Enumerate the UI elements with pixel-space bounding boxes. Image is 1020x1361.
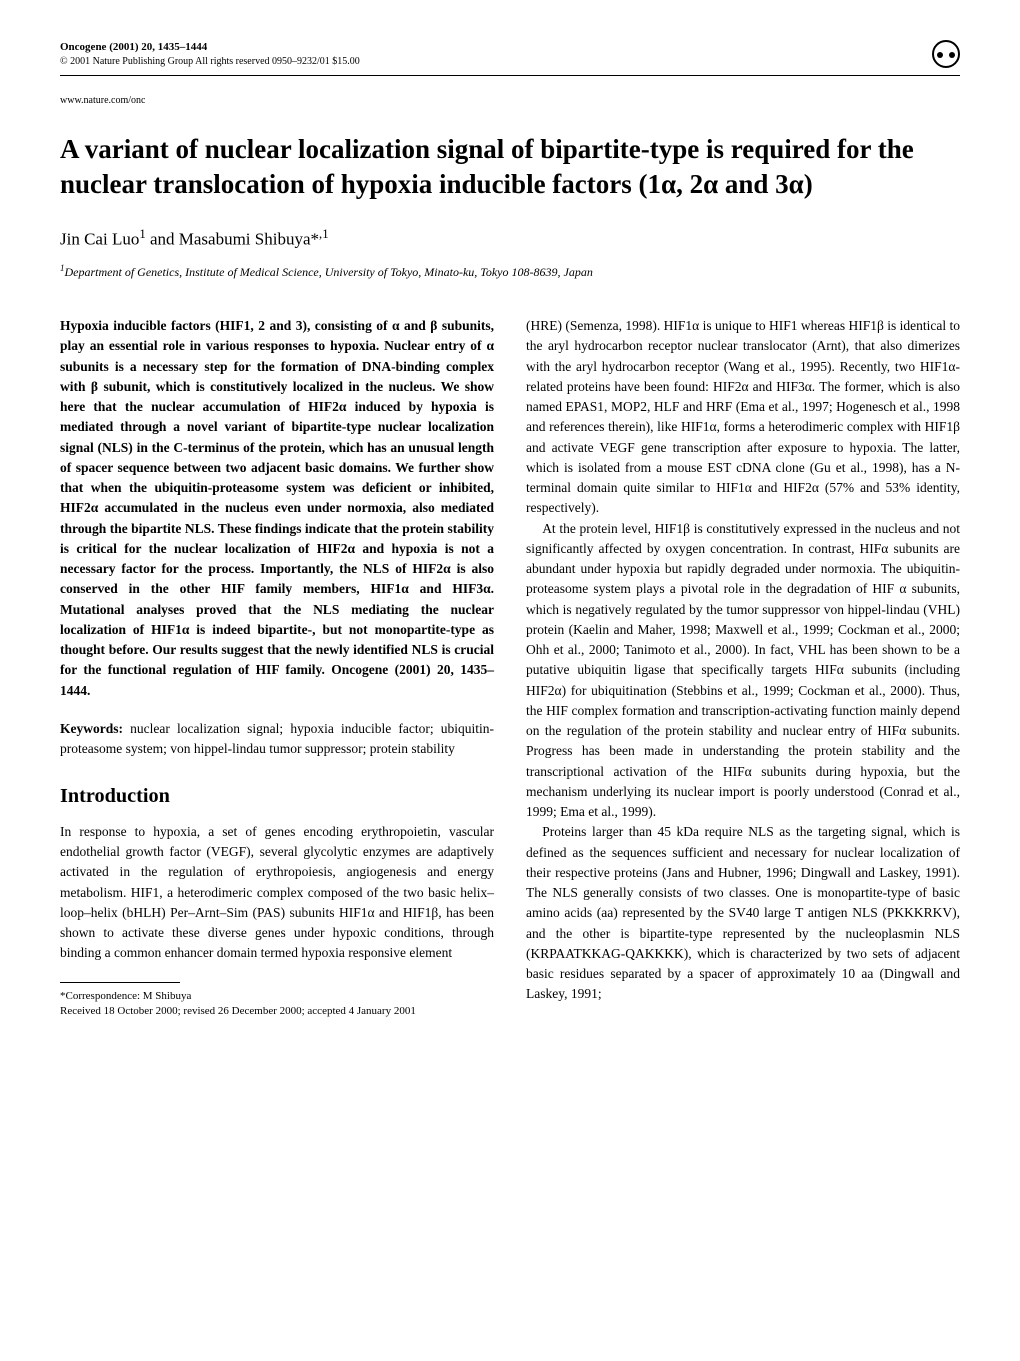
journal-url: www.nature.com/onc [60,94,960,108]
body-paragraph-2: At the protein level, HIF1β is constitut… [526,519,960,823]
npg-logo-icon [932,40,960,68]
header-divider [60,75,960,76]
correspondence-footnote: *Correspondence: M Shibuya [60,989,494,1004]
right-column: (HRE) (Semenza, 1998). HIF1α is unique t… [526,316,960,1019]
footnote-divider [60,982,180,983]
keywords-text: nuclear localization signal; hypoxia ind… [60,721,494,756]
keywords-label: Keywords: [60,721,123,736]
abstract: Hypoxia inducible factors (HIF1, 2 and 3… [60,316,494,701]
left-column: Hypoxia inducible factors (HIF1, 2 and 3… [60,316,494,1019]
affiliation: 1Department of Genetics, Institute of Me… [60,263,960,280]
journal-citation: Oncogene (2001) 20, 1435–1444 [60,40,960,55]
footnote: *Correspondence: M Shibuya Received 18 O… [60,989,494,1020]
article-title: A variant of nuclear localization signal… [60,132,960,202]
copyright-line: © 2001 Nature Publishing Group All right… [60,55,960,69]
introduction-paragraph: In response to hypoxia, a set of genes e… [60,822,494,964]
content-columns: Hypoxia inducible factors (HIF1, 2 and 3… [60,316,960,1019]
keywords: Keywords: nuclear localization signal; h… [60,719,494,760]
received-footnote: Received 18 October 2000; revised 26 Dec… [60,1004,494,1019]
body-paragraph-1: (HRE) (Semenza, 1998). HIF1α is unique t… [526,316,960,519]
journal-header: Oncogene (2001) 20, 1435–1444 © 2001 Nat… [60,40,960,108]
introduction-heading: Introduction [60,781,494,811]
page: Oncogene (2001) 20, 1435–1444 © 2001 Nat… [0,0,1020,1059]
body-paragraph-3: Proteins larger than 45 kDa require NLS … [526,822,960,1004]
journal-info: Oncogene (2001) 20, 1435–1444 © 2001 Nat… [60,40,960,108]
authors: Jin Cai Luo1 and Masabumi Shibuya*,1 [60,227,960,250]
